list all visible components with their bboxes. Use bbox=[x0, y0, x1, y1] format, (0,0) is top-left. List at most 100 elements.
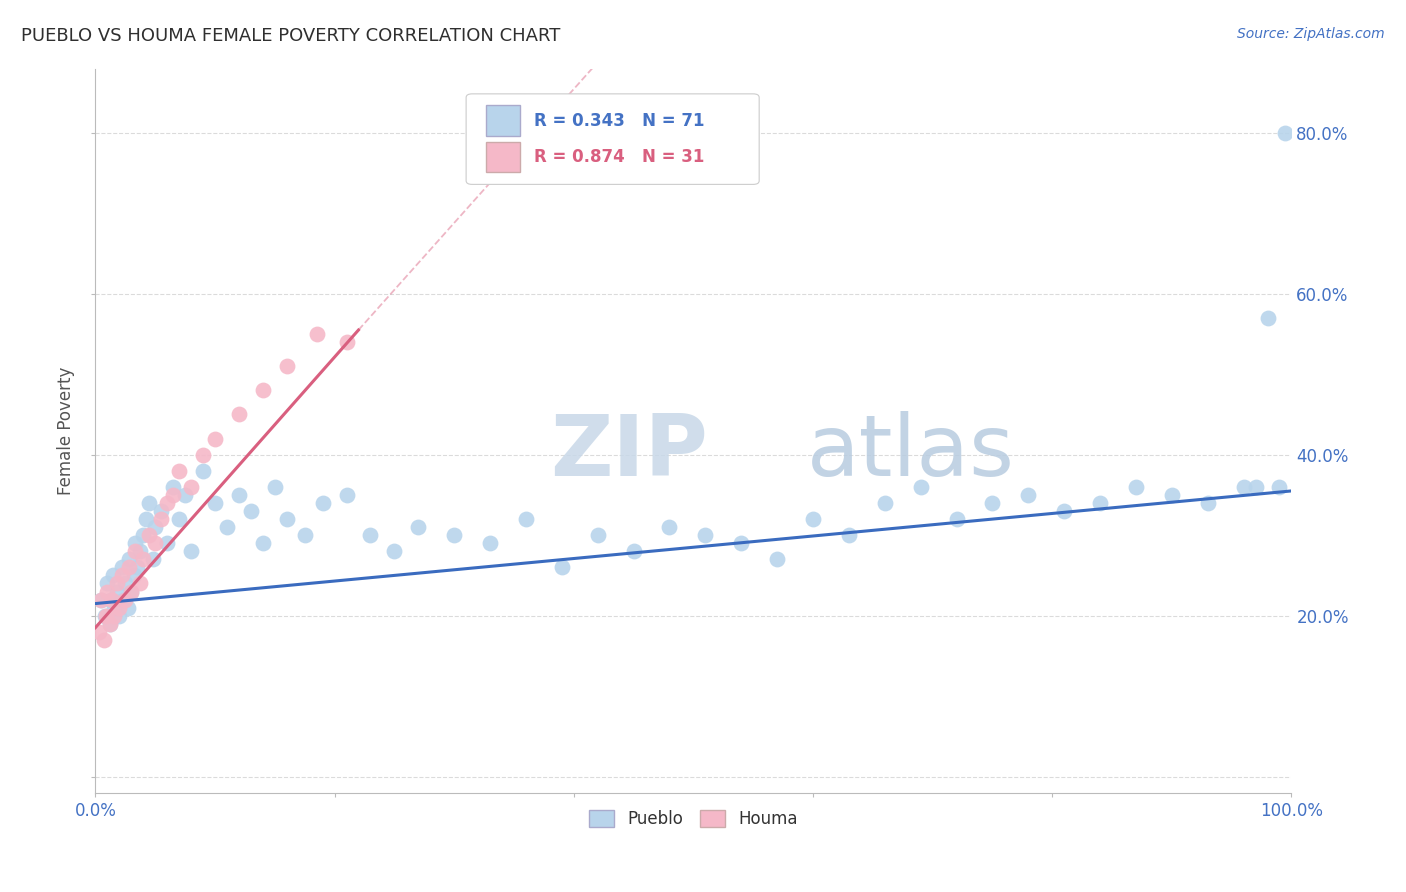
Point bbox=[382, 544, 405, 558]
Point bbox=[294, 528, 316, 542]
Point bbox=[551, 560, 574, 574]
Point bbox=[695, 528, 717, 542]
Point bbox=[910, 480, 932, 494]
Point bbox=[103, 568, 125, 582]
Point bbox=[945, 512, 967, 526]
Text: R = 0.343   N = 71: R = 0.343 N = 71 bbox=[534, 112, 704, 129]
Point bbox=[150, 504, 173, 518]
Point bbox=[239, 504, 262, 518]
Point bbox=[143, 536, 166, 550]
Point bbox=[114, 576, 136, 591]
Point bbox=[1053, 504, 1076, 518]
Point bbox=[180, 480, 202, 494]
Point bbox=[117, 600, 139, 615]
Point bbox=[156, 536, 179, 550]
Point bbox=[162, 488, 184, 502]
Point bbox=[228, 488, 250, 502]
Point bbox=[623, 544, 645, 558]
Point bbox=[305, 326, 328, 341]
Point bbox=[191, 448, 214, 462]
Point bbox=[122, 568, 145, 582]
Point bbox=[252, 384, 274, 398]
Point bbox=[108, 608, 131, 623]
Point bbox=[98, 616, 121, 631]
Point bbox=[114, 592, 136, 607]
Point bbox=[276, 359, 298, 374]
Point bbox=[120, 584, 142, 599]
Legend: Pueblo, Houma: Pueblo, Houma bbox=[582, 804, 804, 835]
Bar bbox=[486, 142, 520, 172]
Point bbox=[162, 480, 184, 494]
Point bbox=[1244, 480, 1267, 494]
Point bbox=[515, 512, 537, 526]
Point bbox=[124, 536, 146, 550]
Point bbox=[1088, 496, 1111, 510]
Text: PUEBLO VS HOUMA FEMALE POVERTY CORRELATION CHART: PUEBLO VS HOUMA FEMALE POVERTY CORRELATI… bbox=[21, 27, 561, 45]
Point bbox=[118, 560, 141, 574]
Point bbox=[138, 496, 160, 510]
Point bbox=[1125, 480, 1147, 494]
Point bbox=[120, 584, 142, 599]
Point bbox=[730, 536, 752, 550]
Point bbox=[228, 408, 250, 422]
Point bbox=[204, 496, 226, 510]
Point bbox=[1268, 480, 1291, 494]
FancyBboxPatch shape bbox=[467, 94, 759, 185]
Point bbox=[108, 600, 131, 615]
Point bbox=[124, 544, 146, 558]
Point bbox=[94, 608, 117, 623]
Point bbox=[263, 480, 285, 494]
Point bbox=[90, 592, 112, 607]
Point bbox=[150, 512, 173, 526]
Point bbox=[103, 608, 125, 623]
Point bbox=[94, 608, 117, 623]
Point bbox=[443, 528, 465, 542]
Point bbox=[204, 432, 226, 446]
Point bbox=[981, 496, 1004, 510]
Point bbox=[359, 528, 381, 542]
Point bbox=[873, 496, 896, 510]
Point bbox=[1257, 310, 1279, 325]
Point bbox=[1274, 126, 1296, 140]
Point bbox=[128, 576, 150, 591]
Point bbox=[105, 584, 128, 599]
Point bbox=[311, 496, 333, 510]
Point bbox=[93, 632, 115, 647]
Point bbox=[143, 520, 166, 534]
Point bbox=[801, 512, 824, 526]
Bar bbox=[486, 105, 520, 136]
Point bbox=[658, 520, 681, 534]
Point bbox=[132, 552, 155, 566]
Point bbox=[180, 544, 202, 558]
Point bbox=[406, 520, 429, 534]
Point bbox=[1197, 496, 1219, 510]
Point bbox=[167, 464, 190, 478]
Point bbox=[100, 592, 122, 607]
Point bbox=[252, 536, 274, 550]
Point bbox=[111, 560, 134, 574]
Point bbox=[87, 624, 110, 639]
Point bbox=[167, 512, 190, 526]
Point bbox=[118, 552, 141, 566]
Text: Source: ZipAtlas.com: Source: ZipAtlas.com bbox=[1237, 27, 1385, 41]
Point bbox=[101, 592, 124, 607]
Point bbox=[96, 584, 118, 599]
Point bbox=[142, 552, 165, 566]
Point bbox=[174, 488, 197, 502]
Point bbox=[127, 560, 149, 574]
Point bbox=[766, 552, 789, 566]
Point bbox=[132, 528, 155, 542]
Point bbox=[156, 496, 179, 510]
Point bbox=[111, 568, 134, 582]
Text: R = 0.874   N = 31: R = 0.874 N = 31 bbox=[534, 148, 704, 166]
Point bbox=[191, 464, 214, 478]
Text: ZIP: ZIP bbox=[550, 411, 707, 494]
Point bbox=[838, 528, 860, 542]
Point bbox=[135, 512, 157, 526]
Point bbox=[479, 536, 502, 550]
Point bbox=[1233, 480, 1256, 494]
Point bbox=[1017, 488, 1039, 502]
Point bbox=[215, 520, 238, 534]
Point bbox=[105, 576, 128, 591]
Point bbox=[128, 544, 150, 558]
